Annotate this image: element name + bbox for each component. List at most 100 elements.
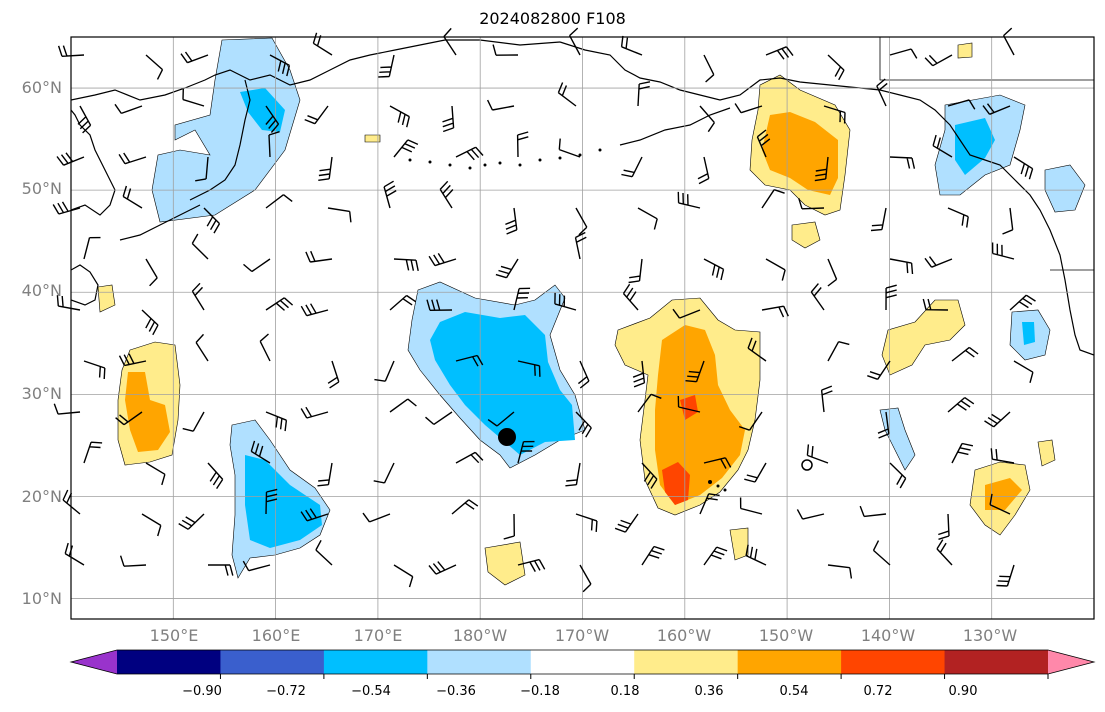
positive-anomaly-hawaii-red xyxy=(662,462,690,505)
lat-label-40n: 40°N xyxy=(21,281,62,300)
wind-barb xyxy=(632,360,646,388)
wind-barb xyxy=(756,129,771,158)
lon-label-160w: 160°W xyxy=(656,626,712,645)
wind-barb xyxy=(677,395,701,413)
wind-barb xyxy=(118,152,147,165)
wind-barb xyxy=(747,337,767,362)
wind-barb xyxy=(922,298,949,311)
wind-barb xyxy=(575,411,592,438)
wind-barb xyxy=(827,564,853,579)
lat-label-20n: 20°N xyxy=(21,487,62,506)
wind-barb xyxy=(1013,360,1034,383)
wind-barb xyxy=(122,185,143,209)
negative-anomaly-kamchatka xyxy=(151,37,301,223)
wind-barb xyxy=(178,513,205,530)
wind-barb xyxy=(991,242,1015,260)
wind-barb xyxy=(428,561,457,575)
wind-barb xyxy=(565,462,581,487)
wind-barb xyxy=(443,27,457,56)
wind-barb xyxy=(810,283,825,311)
wind-barb xyxy=(300,406,329,419)
wind-barb xyxy=(1009,294,1036,311)
colorbar-label: −0.18 xyxy=(520,684,560,699)
wind-barb xyxy=(820,385,833,413)
colorbar-segment xyxy=(841,650,946,674)
wind-barb xyxy=(761,305,789,318)
colorbar-label: 0.90 xyxy=(948,684,978,699)
wind-barb xyxy=(621,156,643,178)
wind-barb xyxy=(1002,27,1015,56)
wind-barb xyxy=(827,341,850,362)
lon-label-160e: 160°E xyxy=(251,626,301,645)
wind-barb xyxy=(637,393,662,413)
political-boundaries xyxy=(879,37,1094,271)
wind-barb xyxy=(83,360,106,380)
wind-barb xyxy=(315,539,333,566)
wind-barb xyxy=(990,448,1015,464)
colorbar-label: 0.72 xyxy=(863,684,893,699)
wind-barb xyxy=(383,180,397,209)
wind-barb xyxy=(114,103,143,115)
wind-barb xyxy=(513,287,531,311)
wind-barb xyxy=(568,27,581,56)
wind-barb xyxy=(265,297,294,311)
positive-anomaly-south xyxy=(484,541,526,586)
wind-barb xyxy=(191,282,205,311)
lon-label-170e: 170°E xyxy=(353,626,403,645)
wind-barb xyxy=(579,564,592,593)
wind-barb xyxy=(517,360,541,377)
wind-barb xyxy=(141,309,159,336)
colorbar xyxy=(69,649,1096,679)
wind-barb xyxy=(180,51,209,64)
wind-barb xyxy=(885,284,897,311)
wind-barb xyxy=(118,353,147,367)
wind-barb xyxy=(1013,156,1034,180)
wind-barb xyxy=(574,231,587,260)
wind-barb xyxy=(796,509,825,520)
wind-barb xyxy=(195,333,209,362)
wind-barb xyxy=(327,207,352,223)
wind-barb xyxy=(268,131,280,158)
wind-barb xyxy=(455,354,484,367)
wind-barb xyxy=(889,48,918,59)
wind-barb xyxy=(517,440,535,464)
wind-barb xyxy=(259,333,271,362)
positive-anomaly-small-3 xyxy=(364,134,381,143)
wind-barb xyxy=(83,236,101,260)
coastline-alaska xyxy=(559,41,1094,356)
wind-barb xyxy=(744,462,767,483)
wind-barb xyxy=(145,462,166,486)
wind-barb xyxy=(951,442,974,464)
wind-barb xyxy=(614,513,639,533)
wind-barb xyxy=(641,462,658,489)
wind-barb xyxy=(554,292,577,311)
wind-barb xyxy=(806,444,829,464)
wind-barb xyxy=(243,258,271,273)
wind-barb xyxy=(984,411,1011,428)
lat-label-10n: 10°N xyxy=(21,589,62,608)
wind-barb xyxy=(672,308,701,319)
colorbar-label: −0.72 xyxy=(266,684,306,699)
wind-barb xyxy=(798,198,825,210)
wind-barb xyxy=(393,258,419,272)
wind-barb xyxy=(300,508,329,522)
negative-anomaly-central-core xyxy=(430,312,575,455)
negative-anomaly-southwest-core xyxy=(245,455,322,548)
wind-barb xyxy=(208,564,234,576)
colorbar-outline xyxy=(69,649,1096,675)
wind-barb xyxy=(393,139,419,158)
wind-barb xyxy=(703,457,732,469)
positive-anomaly-south-2 xyxy=(729,527,749,561)
wind-barb xyxy=(951,346,979,362)
positive-anomaly-small-1 xyxy=(791,221,821,249)
wind-barb xyxy=(265,105,280,133)
wind-barb xyxy=(265,194,293,209)
negative-anomaly-bc-small xyxy=(1044,164,1086,213)
wind-barb xyxy=(745,544,767,566)
wind-barb xyxy=(739,497,763,515)
wind-barb xyxy=(312,32,333,56)
wind-barb xyxy=(327,360,340,389)
wind-barb xyxy=(637,207,658,230)
wind-barb xyxy=(455,451,484,464)
wind-barb xyxy=(703,546,728,566)
